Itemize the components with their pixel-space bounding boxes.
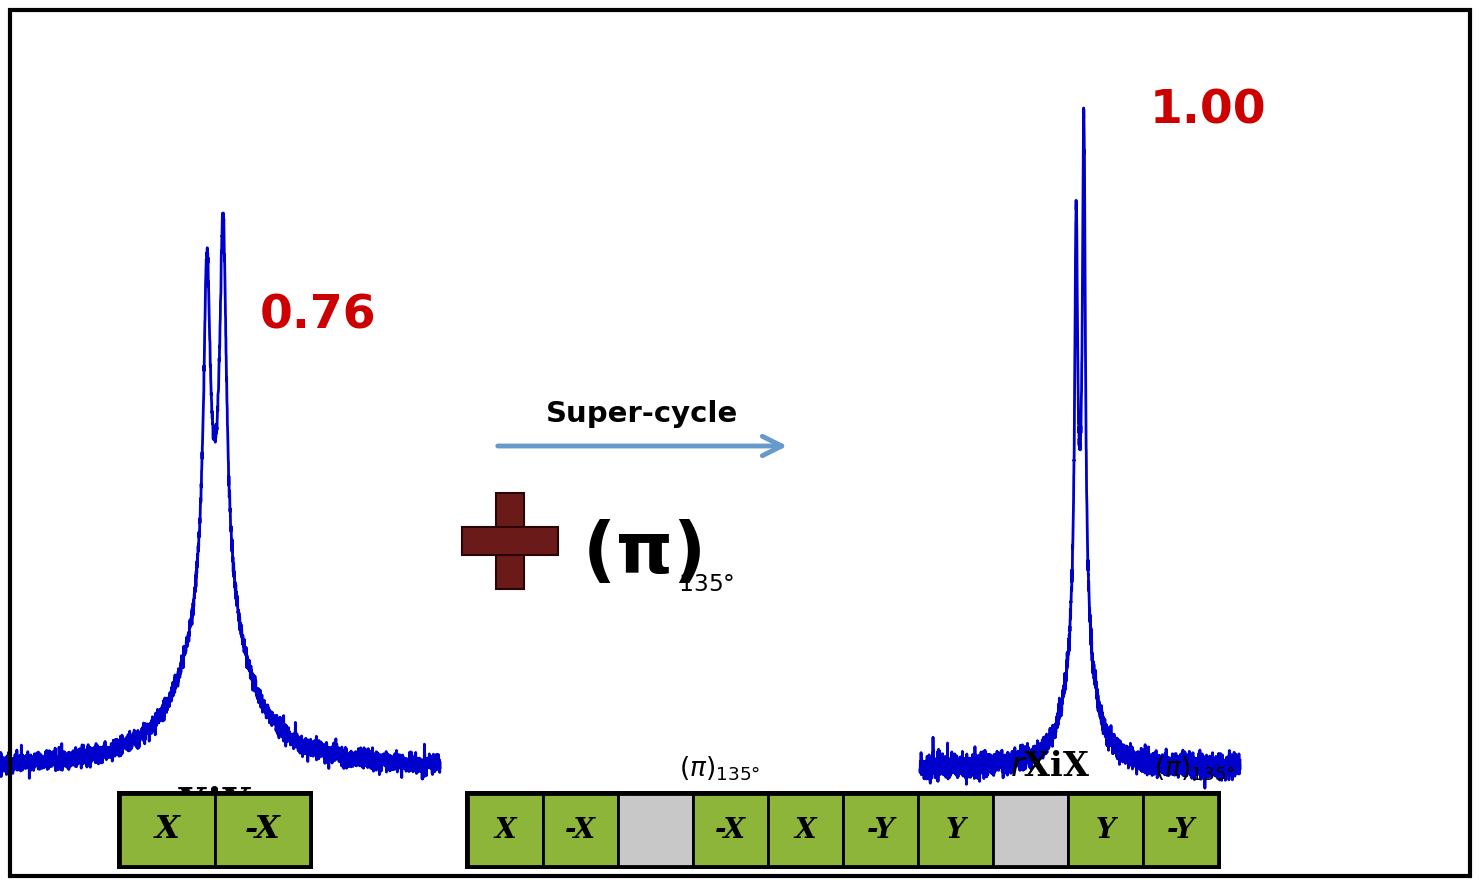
Bar [844, 794, 918, 866]
Text: -X: -X [244, 814, 280, 845]
Bar [465, 791, 1221, 869]
Text: 1.00: 1.00 [1150, 88, 1267, 133]
Bar [117, 791, 312, 869]
Bar [468, 794, 543, 866]
Text: -Y: -Y [866, 817, 894, 843]
Text: -Y: -Y [1166, 817, 1194, 843]
Bar [918, 794, 993, 866]
Text: XiX: XiX [178, 786, 253, 824]
Bar [120, 794, 215, 866]
Bar [993, 794, 1069, 866]
Text: X: X [155, 814, 181, 845]
Text: -X: -X [715, 817, 746, 843]
Text: $_{135°}$: $_{135°}$ [678, 561, 734, 594]
Text: Super-cycle: Super-cycle [546, 400, 739, 428]
Bar [693, 794, 768, 866]
Text: $(\pi)_{135°}$: $(\pi)_{135°}$ [679, 755, 761, 783]
Bar [619, 794, 693, 866]
Bar [496, 493, 524, 589]
Text: 0.76: 0.76 [260, 293, 376, 338]
Bar [543, 794, 619, 866]
Text: $\mathbf{(\pi)}$: $\mathbf{(\pi)}$ [582, 517, 702, 588]
Bar [768, 794, 844, 866]
Text: -X: -X [565, 817, 596, 843]
Text: $\mathit{r}$XiX: $\mathit{r}$XiX [1009, 750, 1091, 783]
Text: Y: Y [946, 817, 965, 843]
Bar [1143, 794, 1218, 866]
Text: $(\pi)_{135°}$: $(\pi)_{135°}$ [1154, 755, 1236, 783]
Text: X: X [795, 817, 817, 843]
Bar [215, 794, 309, 866]
Text: X: X [494, 817, 517, 843]
Text: Y: Y [1095, 817, 1116, 843]
FancyArrowPatch shape [497, 436, 781, 455]
Bar [462, 527, 558, 555]
Bar [1069, 794, 1143, 866]
